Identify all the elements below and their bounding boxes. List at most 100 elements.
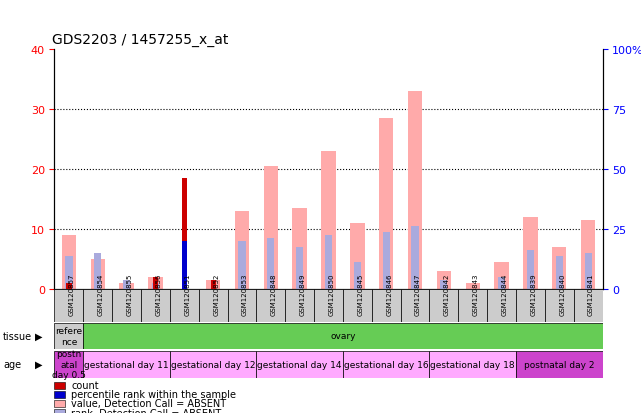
Bar: [494, 262, 509, 289]
Bar: [256, 351, 343, 378]
Bar: [325, 235, 332, 289]
Text: ▶: ▶: [35, 359, 43, 369]
Bar: [465, 283, 480, 289]
Bar: [83, 289, 112, 322]
Text: GSM120844: GSM120844: [501, 273, 508, 315]
Text: GSM120856: GSM120856: [155, 273, 162, 315]
Text: ovary: ovary: [330, 332, 356, 341]
Bar: [181, 241, 187, 289]
Bar: [267, 238, 274, 289]
Bar: [523, 217, 538, 289]
Bar: [516, 289, 545, 322]
Bar: [292, 208, 307, 289]
Bar: [343, 351, 429, 378]
Text: count: count: [71, 380, 99, 390]
Bar: [112, 289, 141, 322]
Text: GSM120841: GSM120841: [588, 273, 594, 315]
Text: value, Detection Call = ABSENT: value, Detection Call = ABSENT: [71, 399, 226, 408]
Bar: [62, 235, 76, 289]
Bar: [206, 280, 221, 289]
Bar: [210, 280, 216, 289]
Text: GSM120851: GSM120851: [185, 273, 190, 315]
Bar: [343, 289, 372, 322]
Text: GSM120846: GSM120846: [386, 273, 392, 315]
Text: gestational day 12: gestational day 12: [171, 360, 255, 369]
Bar: [66, 283, 72, 289]
Bar: [527, 250, 534, 289]
Bar: [141, 289, 170, 322]
Text: ▶: ▶: [35, 331, 43, 341]
Bar: [314, 289, 343, 322]
Bar: [516, 351, 603, 378]
Bar: [148, 277, 163, 289]
Text: GSM120842: GSM120842: [444, 273, 450, 315]
Bar: [123, 280, 130, 289]
Text: rank, Detection Call = ABSENT: rank, Detection Call = ABSENT: [71, 408, 221, 413]
Bar: [90, 259, 105, 289]
Bar: [401, 289, 429, 322]
Bar: [181, 178, 187, 289]
Bar: [256, 289, 285, 322]
Text: tissue: tissue: [3, 331, 32, 341]
Bar: [238, 241, 246, 289]
Text: GSM120857: GSM120857: [69, 273, 75, 315]
Bar: [429, 289, 458, 322]
Text: GSM120852: GSM120852: [213, 273, 219, 315]
Bar: [65, 256, 72, 289]
Bar: [574, 289, 603, 322]
Bar: [498, 277, 505, 289]
Text: GSM120839: GSM120839: [530, 273, 537, 315]
Bar: [54, 323, 83, 349]
Text: GSM120850: GSM120850: [328, 273, 335, 315]
Bar: [235, 211, 249, 289]
Text: gestational day 18: gestational day 18: [430, 360, 515, 369]
Bar: [440, 280, 447, 289]
Text: refere
nce: refere nce: [55, 327, 83, 346]
Bar: [581, 220, 595, 289]
Bar: [429, 351, 516, 378]
Text: GSM120840: GSM120840: [559, 273, 565, 315]
Text: GDS2203 / 1457255_x_at: GDS2203 / 1457255_x_at: [52, 33, 228, 47]
Bar: [487, 289, 516, 322]
Bar: [408, 92, 422, 289]
Bar: [354, 262, 361, 289]
Bar: [437, 271, 451, 289]
Bar: [54, 289, 83, 322]
Text: percentile rank within the sample: percentile rank within the sample: [71, 389, 236, 399]
Bar: [545, 289, 574, 322]
Text: GSM120847: GSM120847: [415, 273, 421, 315]
Text: age: age: [3, 359, 21, 369]
Text: gestational day 14: gestational day 14: [258, 360, 342, 369]
Text: GSM120848: GSM120848: [271, 273, 277, 315]
Bar: [263, 166, 278, 289]
Bar: [152, 283, 159, 289]
Bar: [153, 277, 158, 289]
Text: postnatal day 2: postnatal day 2: [524, 360, 594, 369]
Bar: [119, 283, 134, 289]
Bar: [556, 256, 563, 289]
Text: GSM120855: GSM120855: [127, 273, 133, 315]
Bar: [83, 351, 170, 378]
Text: GSM120843: GSM120843: [472, 273, 479, 315]
Bar: [94, 253, 101, 289]
Bar: [552, 247, 567, 289]
Bar: [170, 351, 256, 378]
Bar: [285, 289, 314, 322]
Text: GSM120845: GSM120845: [358, 273, 363, 315]
Text: GSM120849: GSM120849: [299, 273, 306, 315]
Bar: [296, 247, 303, 289]
Bar: [199, 289, 228, 322]
Bar: [379, 119, 394, 289]
Bar: [54, 351, 83, 378]
Bar: [228, 289, 256, 322]
Text: postn
atal
day 0.5: postn atal day 0.5: [52, 350, 86, 379]
Bar: [585, 253, 592, 289]
Bar: [458, 289, 487, 322]
Bar: [412, 226, 419, 289]
Text: GSM120854: GSM120854: [97, 273, 104, 315]
Bar: [350, 223, 365, 289]
Bar: [321, 152, 336, 289]
Text: gestational day 11: gestational day 11: [84, 360, 169, 369]
Bar: [372, 289, 401, 322]
Text: gestational day 16: gestational day 16: [344, 360, 429, 369]
